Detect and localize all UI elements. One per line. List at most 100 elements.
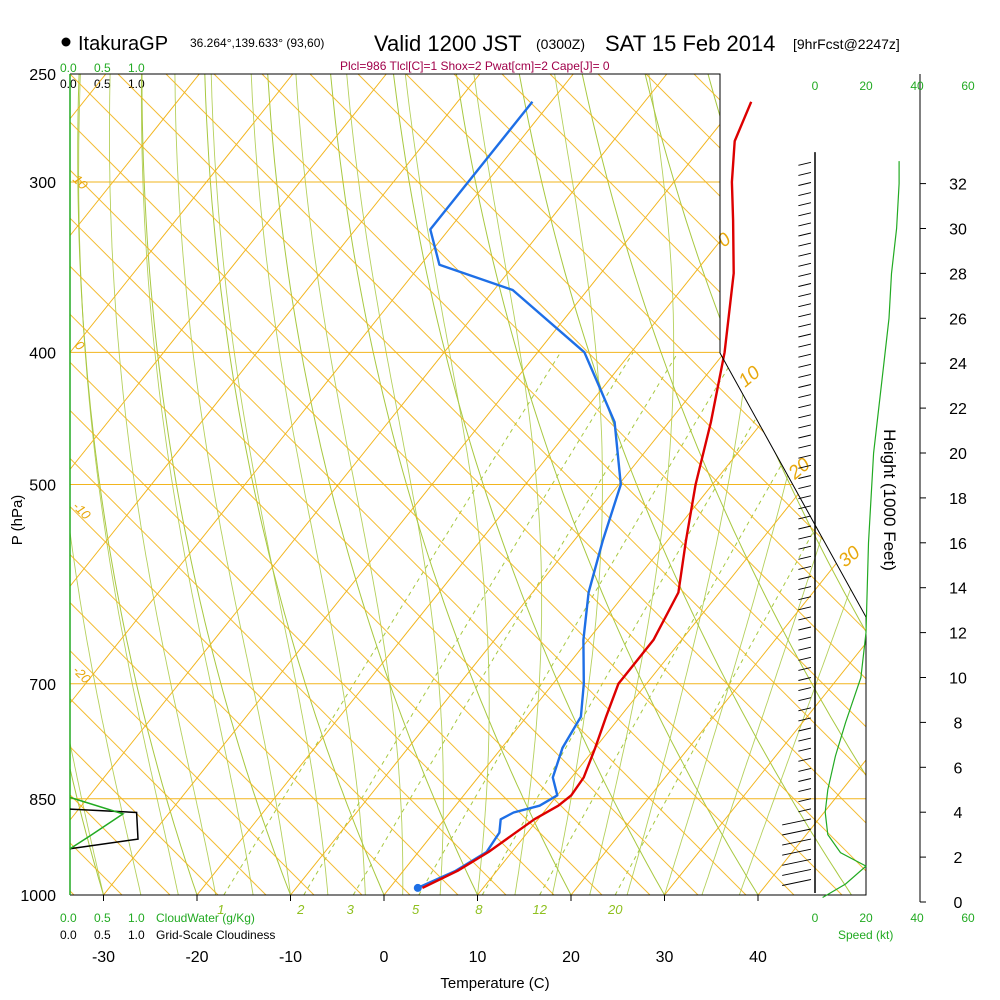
theta-reference-line bbox=[0, 74, 26, 895]
cloud-bottom-tick: 0.0 bbox=[60, 911, 77, 925]
surface-dewpoint-dot bbox=[413, 883, 422, 892]
wind-barb bbox=[798, 767, 812, 772]
wind-barb bbox=[782, 848, 812, 856]
wind-barb bbox=[798, 182, 812, 186]
cloudiness-label: Grid-Scale Cloudiness bbox=[156, 928, 275, 942]
wind-barb bbox=[798, 242, 812, 247]
mixing-ratio-label: 20 bbox=[607, 902, 623, 917]
wind-barb bbox=[798, 697, 812, 702]
speed-top-tick: 20 bbox=[859, 79, 873, 93]
wind-barb bbox=[798, 434, 812, 439]
station-dot bbox=[61, 37, 71, 47]
wind-barb bbox=[798, 646, 812, 651]
speed-top-tick: 60 bbox=[961, 79, 975, 93]
theta-reference-line bbox=[934, 74, 1000, 895]
height-tick-label: 30 bbox=[949, 222, 967, 239]
height-tick-label: 28 bbox=[949, 266, 967, 283]
wind-barb bbox=[798, 525, 812, 530]
mixing-ratio-line bbox=[303, 352, 634, 895]
background-lines bbox=[0, 74, 1000, 895]
mixing-ratio-line bbox=[352, 352, 679, 895]
wind-barb bbox=[798, 272, 812, 277]
isotherm bbox=[664, 74, 866, 895]
wind-barb bbox=[782, 868, 812, 876]
cloudwater-label: CloudWater (g/Kg) bbox=[156, 911, 255, 925]
isotherm-label-right: 30 bbox=[835, 542, 865, 572]
height-tick-label: 8 bbox=[954, 715, 963, 732]
speed-bottom-tick: 40 bbox=[910, 911, 924, 925]
wind-barb bbox=[798, 687, 812, 692]
wind-barb bbox=[798, 485, 812, 490]
speed-bottom-tick: 60 bbox=[961, 911, 975, 925]
plot-frame bbox=[69, 73, 867, 896]
height-tick-label: 18 bbox=[949, 491, 967, 508]
speed-top-tick: 0 bbox=[812, 79, 819, 93]
pressure-tick-label: 250 bbox=[29, 67, 56, 84]
cloudiness-bottom-tick: 0.0 bbox=[60, 928, 77, 942]
speed-bottom-tick: 0 bbox=[812, 911, 819, 925]
temperature-line bbox=[421, 101, 753, 889]
wind-barb bbox=[798, 464, 812, 469]
wind-barb bbox=[798, 373, 812, 378]
dry-adiabat bbox=[390, 74, 665, 895]
cloudiness-bottom-tick: 1.0 bbox=[128, 928, 145, 942]
mixing-ratio-label: 5 bbox=[412, 902, 420, 917]
wind-barb bbox=[798, 222, 812, 227]
dry-adiabat bbox=[514, 74, 852, 895]
wind-barb bbox=[798, 535, 812, 540]
wind-speed-profile bbox=[822, 161, 900, 899]
wind-barb bbox=[798, 808, 812, 813]
moist-adiabat bbox=[473, 74, 543, 895]
moist-adiabat bbox=[78, 74, 179, 895]
wind-barb bbox=[798, 424, 812, 429]
wind-barb bbox=[798, 384, 812, 388]
wind-barb bbox=[798, 313, 812, 318]
isotherm bbox=[0, 74, 12, 895]
dry-adiabat bbox=[452, 74, 759, 895]
wind-barb bbox=[798, 717, 812, 722]
height-tick-label: 14 bbox=[949, 581, 967, 598]
wind-barb bbox=[782, 828, 812, 836]
speed-bottom-tick: 20 bbox=[859, 911, 873, 925]
moist-adiabat bbox=[70, 74, 104, 895]
moist-adiabat bbox=[551, 74, 603, 895]
wind-barb bbox=[798, 616, 812, 621]
mixing-ratio-label: 3 bbox=[347, 902, 355, 917]
temperature-tick-label: -20 bbox=[185, 949, 208, 966]
cloud-panel bbox=[69, 796, 139, 850]
mixing-ratio-label: 1 bbox=[217, 902, 224, 917]
moist-adiabat bbox=[109, 74, 217, 895]
theta-reference-line bbox=[549, 74, 866, 895]
height-axis-title: Height (1000 Feet) bbox=[880, 429, 899, 571]
height-tick-label: 32 bbox=[949, 177, 967, 194]
station-coords: 36.264°,139.633° (93,60) bbox=[190, 36, 324, 50]
cloud-top-tick: 0.0 bbox=[60, 61, 77, 75]
wind-barb bbox=[798, 788, 812, 793]
dry-adiabat bbox=[203, 74, 385, 895]
temperature-tick-label: -30 bbox=[92, 949, 115, 966]
temperature-tick-label: 10 bbox=[469, 949, 487, 966]
dry-adiabat bbox=[70, 74, 104, 895]
wind-barb bbox=[798, 454, 812, 459]
wind-barb bbox=[798, 515, 812, 520]
wind-barb bbox=[798, 778, 812, 782]
valid-time: Valid 1200 JST bbox=[374, 31, 522, 56]
pressure-tick-label: 850 bbox=[29, 792, 56, 809]
wind-barb bbox=[798, 545, 812, 550]
wind-barb bbox=[798, 626, 812, 631]
moist-adiabat bbox=[295, 74, 404, 895]
wind-barb bbox=[798, 293, 812, 298]
theta-reference-line bbox=[70, 74, 411, 895]
moist-adiabat bbox=[174, 74, 291, 895]
wind-barb bbox=[798, 757, 812, 762]
pressure-tick-label: 1000 bbox=[20, 888, 56, 905]
theta-reference-line bbox=[70, 74, 267, 895]
wind-barb bbox=[798, 555, 812, 560]
dry-adiabat bbox=[825, 74, 866, 895]
wind-barb bbox=[798, 283, 812, 287]
height-tick-label: 4 bbox=[954, 805, 963, 822]
isotherm-label: 10 bbox=[70, 172, 91, 193]
wind-barb bbox=[798, 363, 812, 368]
cloudiness-bottom-tick: 0.5 bbox=[94, 928, 111, 942]
